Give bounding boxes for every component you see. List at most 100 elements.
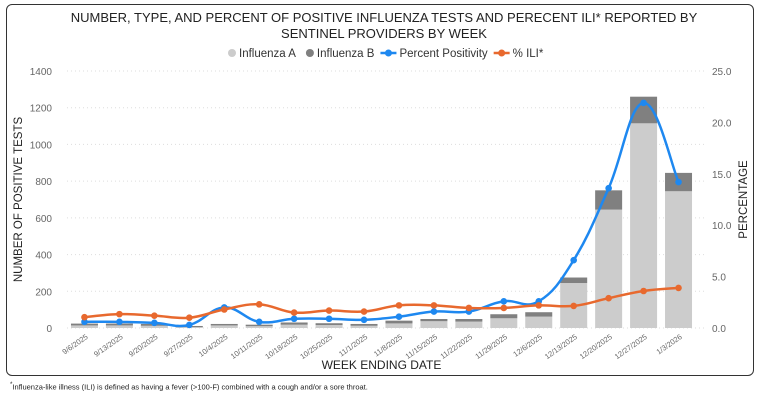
x-tick-label: 9/20/2025 <box>127 332 160 359</box>
y-tick-label: 1400 <box>30 67 53 78</box>
point-ili <box>605 294 612 302</box>
x-tick-label: 1/3/2026 <box>655 332 684 356</box>
legend-marker-3 <box>498 49 506 57</box>
legend-marker-0 <box>228 49 236 57</box>
y2-tick-label: 20.0 <box>712 118 732 129</box>
x-tick-label: 11/8/2025 <box>372 332 404 358</box>
bar-influenza-a <box>525 316 553 328</box>
bar-influenza-a <box>385 323 413 328</box>
point-ili <box>430 302 438 309</box>
x-tick-label: 12/13/2025 <box>543 332 579 361</box>
y2-axis-label: PERCENTAGE <box>738 160 750 239</box>
point-percent-positivity <box>81 318 88 326</box>
point-percent-positivity <box>116 318 123 326</box>
line-ili <box>84 286 679 320</box>
bar-influenza-b <box>210 323 238 326</box>
legend-label-3: % ILI* <box>513 48 544 60</box>
point-ili <box>255 301 263 308</box>
chart-title-line2: SENTINEL PROVIDERS BY WEEK <box>281 26 487 41</box>
x-tick-label: 10/4/2025 <box>197 332 230 359</box>
bar-influenza-a <box>140 325 168 328</box>
point-percent-positivity <box>675 178 682 186</box>
legend-marker-2 <box>384 49 392 57</box>
bar-influenza-b <box>490 314 518 319</box>
point-percent-positivity <box>395 313 403 320</box>
x-axis-label: WEEK ENDING DATE <box>322 358 442 372</box>
bar-influenza-b <box>245 324 273 327</box>
footnote: *Influenza-like illness (ILI) is defined… <box>10 381 368 392</box>
bar-influenza-a <box>105 325 133 328</box>
bar-influenza-a <box>455 321 483 328</box>
point-percent-positivity <box>186 321 193 329</box>
y-tick-label: 200 <box>35 287 52 298</box>
y-tick-label: 1000 <box>30 140 53 151</box>
x-tick-label: 10/11/2025 <box>229 332 264 361</box>
x-tick-label: 12/6/2025 <box>511 332 544 359</box>
point-ili <box>500 304 508 312</box>
point-ili <box>360 308 368 315</box>
legend-marker-1 <box>305 49 314 57</box>
y2-tick-label: 15.0 <box>712 170 732 181</box>
footnote-text: Influenza-like illness (ILI) is defined … <box>12 382 368 392</box>
bar-influenza-b <box>315 323 343 326</box>
point-ili <box>81 313 88 321</box>
point-ili <box>325 307 333 314</box>
bar-influenza-b <box>420 319 448 322</box>
bar-influenza-a <box>630 123 658 328</box>
bar-influenza-a <box>490 318 518 328</box>
point-percent-positivity <box>605 184 612 192</box>
y2-tick-label: 25.0 <box>712 67 732 78</box>
point-ili <box>465 304 473 312</box>
legend-label-1: Influenza B <box>317 48 375 60</box>
legend-label-2: Percent Positivity <box>399 48 487 60</box>
point-percent-positivity <box>430 308 438 315</box>
bar-influenza-a <box>420 321 448 328</box>
x-tick-label: 12/27/2025 <box>613 332 649 361</box>
point-ili <box>535 302 543 309</box>
point-ili <box>675 284 682 292</box>
point-percent-positivity <box>151 319 158 327</box>
legend-label-0: Influenza A <box>239 48 296 60</box>
point-percent-positivity <box>500 297 508 305</box>
line-percent-positivity <box>84 101 680 328</box>
bar-influenza-a <box>245 326 273 328</box>
point-ili <box>395 302 403 309</box>
x-tick-label: 12/20/2025 <box>578 332 614 361</box>
point-ili <box>290 309 298 316</box>
bar-influenza-b <box>525 312 553 317</box>
footnote-mark: * <box>10 381 13 388</box>
x-tick-label: 10/25/2025 <box>298 332 334 361</box>
y-tick-label: 1200 <box>30 104 53 115</box>
y2-tick-label: 0.0 <box>712 324 726 335</box>
point-ili <box>151 312 158 319</box>
bar-influenza-b <box>280 322 308 325</box>
x-tick-label: 9/27/2025 <box>162 332 195 359</box>
chart-frame <box>6 4 754 376</box>
bar-influenza-b <box>350 323 378 326</box>
point-ili <box>116 310 123 318</box>
x-tick-label: 9/6/2025 <box>61 332 90 356</box>
point-percent-positivity <box>255 318 263 326</box>
y-tick-label: 0 <box>46 324 52 335</box>
bar-influenza-b <box>455 319 483 322</box>
y-axis-label: NUMBER OF POSITIVE TESTS <box>13 117 25 283</box>
x-tick-label: 11/29/2025 <box>473 332 508 361</box>
bar-influenza-a <box>350 325 378 328</box>
y-tick-label: 400 <box>35 251 52 262</box>
y2-tick-label: 5.0 <box>712 273 726 284</box>
bar-influenza-a <box>665 191 693 328</box>
bar-influenza-b <box>560 277 588 284</box>
bar-influenza-a <box>70 325 98 328</box>
bar-influenza-a <box>210 325 238 328</box>
chart-title-line1: NUMBER, TYPE, AND PERCENT OF POSITIVE IN… <box>71 10 698 25</box>
x-tick-label: 10/18/2025 <box>263 332 299 361</box>
point-percent-positivity <box>570 256 577 264</box>
x-tick-label: 11/22/2025 <box>439 332 474 361</box>
y-tick-label: 600 <box>35 214 52 225</box>
x-tick-label: 11/1/2025 <box>337 332 369 358</box>
bar-influenza-a <box>315 325 343 328</box>
point-ili <box>570 302 577 310</box>
y-tick-label: 800 <box>35 177 52 188</box>
